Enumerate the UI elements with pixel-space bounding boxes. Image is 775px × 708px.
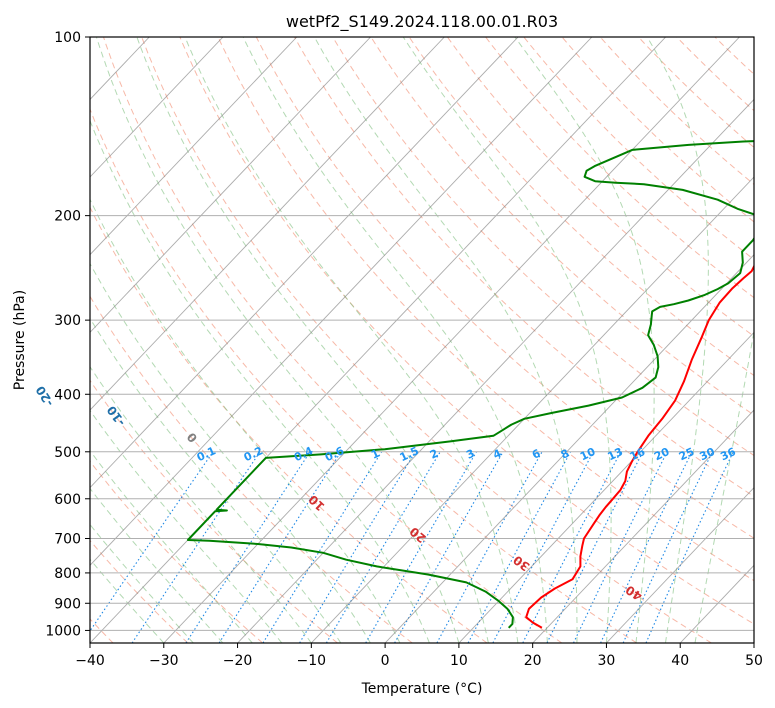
x-tick-label: −20 — [223, 653, 253, 669]
dry-adiabat-line — [103, 37, 637, 643]
x-tick-label: 10 — [450, 653, 468, 669]
dry-adiabat-line — [599, 37, 754, 186]
temperature-line — [525, 263, 754, 629]
mixing-ratio-line — [645, 451, 734, 643]
dry-adiabat-line — [141, 37, 712, 643]
moist-adiabat-line — [90, 365, 312, 643]
mixing-ratio-label: 30 — [698, 445, 718, 463]
moist-adiabat-line — [184, 37, 519, 643]
mixing-ratio-line — [325, 451, 441, 643]
y-tick-label: 1000 — [45, 623, 81, 639]
x-tick-label: −40 — [75, 653, 105, 669]
mixing-ratio-line — [262, 451, 383, 643]
mixing-ratio-line — [90, 451, 214, 632]
moist-adiabat-line — [90, 262, 371, 643]
moist-adiabat-line — [694, 328, 754, 643]
moist-adiabat-line — [90, 119, 430, 643]
isotherm-line — [90, 37, 667, 643]
y-tick-label: 700 — [54, 532, 81, 548]
dry-adiabat-line — [485, 37, 754, 299]
isotherm-line — [163, 37, 740, 643]
y-tick-label: 800 — [54, 566, 81, 582]
dry-adiabat-line — [523, 37, 754, 261]
mixing-ratio-line — [573, 451, 668, 643]
moist-adiabat-line — [90, 449, 253, 643]
dry-adiabat-line — [90, 107, 563, 643]
plot-area — [90, 37, 754, 643]
plot-frame — [89, 36, 755, 644]
moist-adiabat-line — [90, 487, 224, 643]
y-tick-label: 200 — [54, 209, 81, 225]
x-tick-label: 40 — [671, 653, 689, 669]
isotherm-line — [237, 98, 754, 643]
dry-adiabat-line — [638, 37, 754, 149]
x-axis-label: Temperature (°C) — [361, 681, 483, 697]
mixing-ratio-line — [467, 451, 572, 643]
y-tick-label: 300 — [54, 313, 81, 329]
x-tick-label: −30 — [149, 653, 179, 669]
x-tick-label: 50 — [745, 653, 763, 669]
x-tick-label: −10 — [297, 653, 327, 669]
x-tick-label: 30 — [598, 653, 616, 669]
dry-adiabat-line — [217, 37, 754, 582]
moist-adiabat-line — [646, 37, 709, 643]
isotherm-line — [532, 409, 754, 643]
isotherm-line — [458, 331, 754, 643]
mixing-ratio-line — [365, 451, 477, 643]
y-tick-label: 500 — [54, 445, 81, 461]
dry-adiabat-line — [90, 206, 488, 643]
mixing-ratio-line — [218, 451, 342, 643]
mixing-ratio-line — [299, 451, 416, 643]
mixing-ratio-label: 16 — [628, 445, 648, 463]
dry-adiabat-line — [179, 37, 754, 625]
x-tick-label: 20 — [524, 653, 542, 669]
moist-adiabat-line — [242, 37, 548, 643]
mixing-ratio-label: 36 — [718, 445, 738, 463]
mixing-ratio-label: 13 — [606, 445, 625, 463]
moist-adiabat-line — [402, 37, 612, 643]
mixing-ratio-label: 25 — [677, 445, 696, 463]
isotherm-line — [606, 486, 754, 643]
mixing-ratio-line — [622, 451, 713, 643]
moist-adiabat-line — [90, 198, 401, 643]
isotherm-line — [90, 37, 445, 411]
isotherm-line — [90, 37, 224, 178]
profiles — [186, 140, 754, 629]
mixing-ratio-lines — [90, 451, 734, 643]
isotherm-line — [90, 37, 593, 566]
y-tick-label: 100 — [54, 30, 81, 46]
mixing-ratio-label: 20 — [652, 445, 672, 463]
mixing-ratio-line — [436, 451, 543, 643]
dry-adiabat-line — [90, 295, 413, 643]
y-axis-ticks: 100 200 300 400 500 600 700 800 900 1000 — [45, 30, 90, 639]
moist-adiabat-line — [136, 37, 489, 643]
moist-adiabat-line — [95, 37, 460, 643]
y-tick-label: 600 — [54, 492, 81, 508]
isotherms — [90, 37, 754, 643]
isotherm-line — [384, 254, 754, 643]
x-axis-ticks: −40 −30 −20 −10 0 10 20 30 40 50 — [75, 643, 763, 669]
mixing-ratio-line — [394, 451, 504, 643]
dry-adiabat-line — [294, 37, 754, 498]
mixing-ratio-line — [600, 451, 693, 643]
isotherm-line — [90, 37, 519, 489]
x-tick-label: 0 — [381, 653, 390, 669]
y-tick-label: 900 — [54, 596, 81, 612]
moist-adiabat-line — [90, 317, 342, 643]
chart-title: wetPf2_S149.2024.118.00.01.R03 — [286, 12, 558, 32]
isotherm-line — [90, 37, 298, 256]
y-tick-label: 400 — [54, 387, 81, 403]
isotherm-line — [90, 37, 371, 334]
dewpoint-line — [186, 140, 754, 629]
dry-adiabat-line — [90, 460, 263, 643]
y-axis-label: Pressure (hPa) — [12, 290, 28, 390]
mixing-ratio-label: 10 — [578, 445, 598, 463]
isotherm-line — [310, 176, 754, 643]
